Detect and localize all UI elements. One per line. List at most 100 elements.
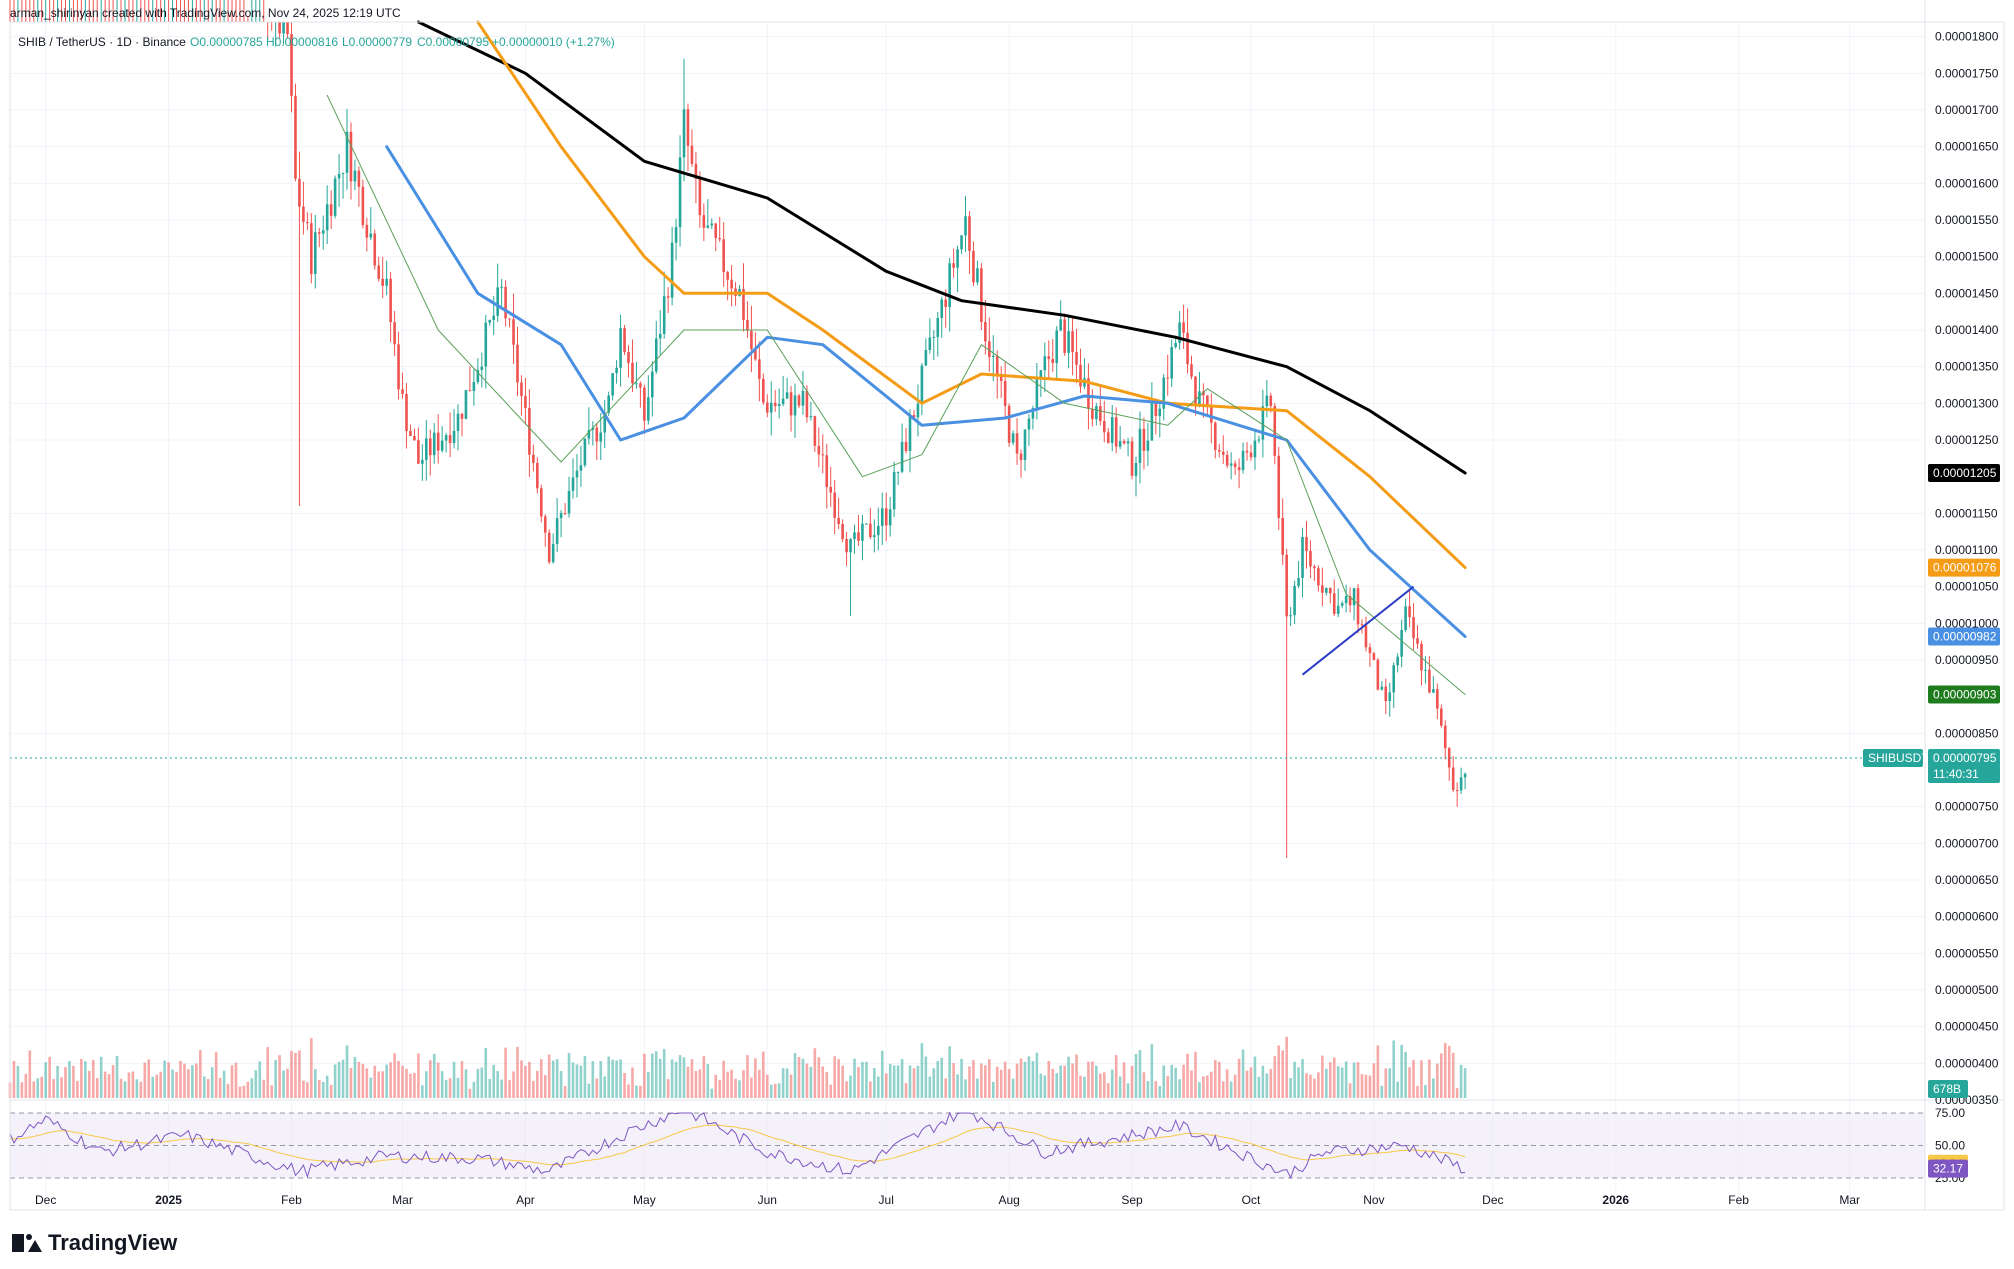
candle-body [543,516,547,533]
volume-bar [547,1054,551,1098]
candle-body [472,382,476,391]
ohlc-high: H0.00000816 [266,35,338,49]
volume-bar [238,1086,242,1098]
volume-bar [1023,1061,1027,1098]
price-tick-label: 0.00000450 [1935,1020,1999,1034]
candle-body [928,337,932,350]
volume-bar [115,1055,119,1098]
volume-bar [551,1060,555,1098]
volume-bar [908,1065,912,1098]
volume-bar [512,1071,515,1098]
volume-bar [444,1079,448,1098]
candle-body [1305,536,1308,552]
volume-bar [12,1060,16,1098]
time-tick-label: May [633,1193,656,1207]
volume-bar [290,1050,293,1098]
price-tick-label: 0.00001250 [1935,433,1999,447]
candle-body [1321,585,1324,593]
volume-bar [1293,1061,1296,1098]
candle-body [1285,554,1288,617]
tradingview-logo[interactable]: TradingView [12,1230,177,1256]
volume-bar [758,1069,761,1098]
candle-body [1186,332,1189,365]
volume-bar [536,1070,539,1098]
price-tick-label: 0.00001100 [1935,543,1998,557]
volume-bar [813,1048,817,1098]
volume-bar [270,1085,273,1098]
volume-bar [468,1088,472,1098]
volume-bar [381,1071,384,1098]
candle-body [539,488,543,517]
candle-body [480,366,484,370]
candle-body [718,238,721,240]
volume-bar [524,1065,527,1098]
volume-bar [678,1055,682,1098]
price-tick-label: 0.00001300 [1935,396,1999,410]
volume-bar [920,1043,924,1098]
candle-body [1344,596,1348,604]
volume-bar [726,1071,729,1098]
volume-bar [1142,1072,1146,1098]
trendline[interactable] [1301,585,1415,676]
volume-bar [1451,1052,1455,1098]
price-axis[interactable]: 0.00001800 0.00001750 0.00001700 0.00001650… [1935,30,1999,1185]
candle-body [789,392,793,416]
candle-body [940,299,944,318]
volume-bar [1075,1054,1078,1098]
candle-body [972,250,975,283]
volume-bar [948,1046,951,1098]
candle-body [944,299,947,307]
candle-body [1332,593,1336,614]
volume-bar [1269,1068,1273,1098]
volume-bar [84,1061,87,1098]
time-tick-label: Mar [392,1193,413,1207]
volume-bar [436,1062,440,1098]
candle-body [583,438,587,466]
candle-body [658,333,662,339]
candle-body [1035,378,1039,409]
volume-bar [123,1081,127,1098]
volume-bar [258,1061,262,1098]
trendline-segment [1301,585,1415,676]
volume-bar [1388,1068,1392,1098]
volume-bar [1336,1066,1340,1098]
volume-bar [191,1065,194,1098]
time-tick-label: Oct [1242,1193,1261,1207]
candle-body [393,322,396,345]
volume-bar [1206,1075,1209,1098]
volume-bar [730,1069,733,1098]
volume-bar [187,1069,190,1098]
symbol-line[interactable]: SHIB / TetherUS · 1D · Binance [18,35,186,49]
volume-bar [539,1059,543,1098]
volume-bar [857,1067,860,1098]
time-axis[interactable]: Dec 2025 Feb Mar Apr May Jun Jul Aug Sep Oct Nov Dec… [35,1193,1860,1207]
volume-bar [1214,1060,1217,1098]
volume-bar [1003,1061,1007,1098]
candle-body [682,109,686,158]
candle-body [936,317,940,337]
time-tick-label: Dec [35,1193,56,1207]
volume-bar [306,1082,309,1098]
volume-bar [1301,1059,1304,1098]
candle-body [1047,356,1051,360]
candle-body [464,390,468,419]
volume-bar [282,1070,285,1098]
volume-bars [8,1036,1467,1098]
candle-body [615,367,618,374]
candle-body [619,328,622,368]
volume-bar [345,1045,349,1098]
volume-bar [988,1059,991,1098]
volume-bar [1297,1067,1300,1098]
candle-body [595,427,599,442]
candle-body [405,393,408,432]
candle-body [991,355,995,358]
volume-bar [1055,1073,1059,1098]
volume-bar [603,1076,607,1098]
candle-body [1261,406,1265,440]
brand-name: TradingView [48,1230,178,1255]
candle-body [333,178,337,216]
volume-bar [627,1084,630,1098]
volume-bar [956,1074,959,1098]
candle-body [678,157,682,228]
